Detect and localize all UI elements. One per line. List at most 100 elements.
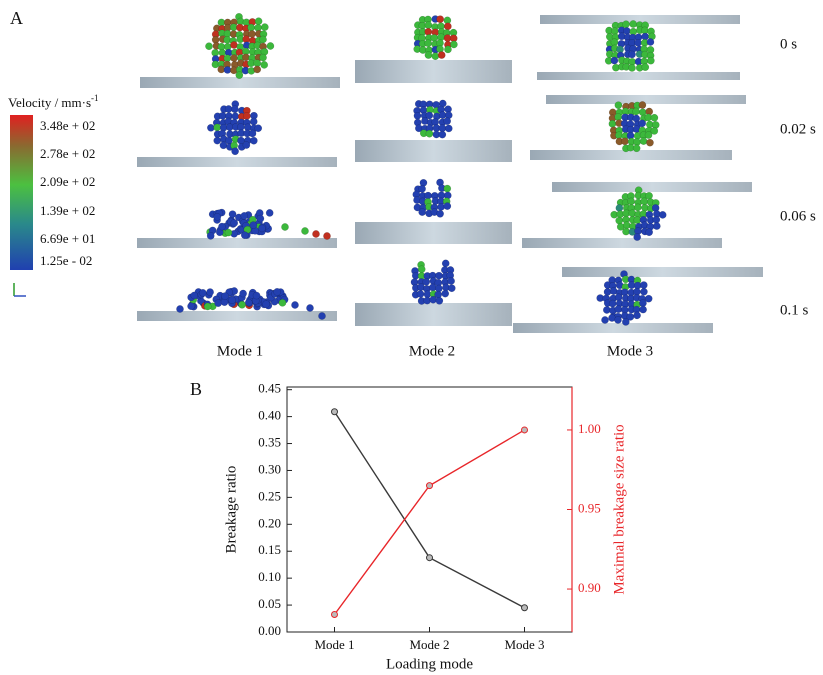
y2-tick-label: 0.90 [578,580,601,595]
particle [630,20,637,27]
particle [444,203,451,210]
particle [231,106,238,113]
particle [418,185,425,192]
y2-tick-label: 1.00 [578,421,601,436]
particle [259,36,266,43]
particle [243,141,250,148]
particle [214,124,221,131]
particle [261,24,268,31]
particle [448,285,455,292]
particle [418,266,425,273]
particle [236,72,243,79]
particle [621,138,628,145]
plate [552,182,752,192]
particle [448,277,455,284]
particle [232,148,239,155]
axis-triad [14,283,26,296]
particle [214,213,221,220]
particle [615,102,622,109]
particle [191,292,198,299]
particle [601,316,608,323]
plate [355,303,512,326]
particle [218,223,225,230]
series-line [335,430,525,615]
particle [176,305,183,312]
particle [444,185,451,192]
particle [224,66,231,73]
point [332,409,338,415]
particle [444,46,451,53]
colorbar-label: 6.69e + 01 [40,231,95,246]
particle [259,54,266,61]
plate [137,238,337,248]
particle [258,225,265,232]
x-tick-label: Mode 2 [409,637,449,652]
particle [628,64,635,71]
y-tick-label: 0.00 [258,623,281,638]
y2-axis-title: Maximal breakage size ratio [611,424,627,594]
particle [249,130,256,137]
plate [137,157,337,167]
y-tick-label: 0.10 [258,569,281,584]
particle [257,215,264,222]
series-line [335,412,525,608]
plot-frame [287,387,572,632]
particle [437,210,444,217]
particle [419,208,426,215]
particle [425,40,432,47]
plate [513,323,713,333]
particle [646,229,653,236]
particle [279,299,286,306]
particle [255,125,262,132]
particle [431,34,438,41]
particle [238,301,245,308]
particle [622,318,629,325]
particle [633,312,640,319]
plate [137,311,337,321]
particle [639,299,646,306]
particle [639,306,646,313]
time-label: 0.06 s [780,208,816,224]
y-tick-label: 0.35 [258,435,281,450]
simulation-panel [137,13,763,333]
y-tick-label: 0.40 [258,408,281,423]
x-tick-label: Mode 3 [504,637,544,652]
plate [546,95,746,104]
particle [245,299,252,306]
colorbar [10,115,33,270]
particle [254,66,261,73]
particle [250,222,257,229]
particle [444,118,451,125]
plate [537,72,740,80]
particle [634,204,641,211]
y-tick-label: 0.05 [258,596,281,611]
particle [425,21,432,28]
particle [640,288,647,295]
plate [562,267,763,277]
particle [609,300,616,307]
plate [355,140,512,162]
time-label: 0 s [780,36,797,52]
particle [306,304,313,311]
particle [425,51,432,58]
particle [432,53,439,60]
particle [628,198,635,205]
point [522,427,528,433]
particle [240,290,247,297]
particle [261,61,268,68]
x-tick-label: Mode 1 [314,637,354,652]
colorbar-title: Velocity / mm·s-1 [8,93,99,110]
particle [640,138,647,145]
y-axis-title: Breakage ratio [223,466,239,554]
particle [187,303,194,310]
colorbar-label: 2.78e + 02 [40,146,95,161]
particle [206,288,213,295]
panel-label: A [10,8,23,28]
particle [220,142,227,149]
particle [318,312,325,319]
particle [199,289,206,296]
particle [442,260,449,267]
particle [634,233,641,240]
particle [659,211,666,218]
particle [614,316,621,323]
